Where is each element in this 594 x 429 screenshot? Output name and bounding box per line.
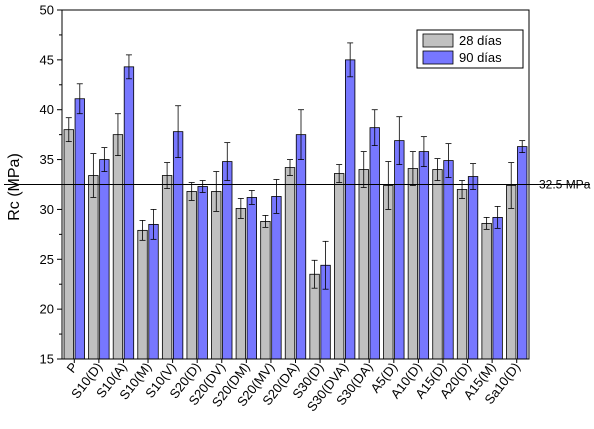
y-tick-label: 15 <box>40 352 54 367</box>
error-bar-90-d-as-a10-d <box>420 136 427 167</box>
y-tick-label: 20 <box>40 302 54 317</box>
y-tick-label: 50 <box>40 3 54 18</box>
bar-90-d-as-s20-da <box>295 134 307 360</box>
bar-28-d-as-s20-da <box>284 167 296 360</box>
bar-90-d-as-s20-dm <box>246 197 257 360</box>
bar-28-d-as-s10-v <box>161 175 173 360</box>
error-bar-28-d-as-sa10-d <box>508 162 515 209</box>
bar-28-d-as-s20-mv <box>260 220 271 360</box>
bar-28-d-as-s20-dv <box>211 191 222 360</box>
error-bar-90-d-as-s30-dva <box>347 42 354 78</box>
error-bar-28-d-as-s30-da <box>360 151 367 188</box>
bar-90-d-as-s20-mv <box>271 196 282 360</box>
error-bar-90-d-as-s10-v <box>175 105 182 158</box>
legend-label-28-dias: 28 días <box>459 33 502 48</box>
bar-28-d-as-s10-d <box>88 175 99 360</box>
bar-90-d-as-s20-d <box>197 186 208 360</box>
y-tick-label: 45 <box>40 52 54 67</box>
error-bar-90-d-as-a15-d <box>445 143 452 178</box>
y-tick-label: 35 <box>40 152 54 167</box>
error-bar-28-d-as-s30-dva <box>336 164 343 183</box>
bars-layer <box>63 59 528 360</box>
bar-90-d-as-s10-d <box>99 159 110 360</box>
bar-28-d-as-a15-m <box>481 222 492 360</box>
error-bar-90-d-as-s10-m <box>150 209 157 240</box>
error-bar-28-d-as-s20-da <box>287 159 293 176</box>
bar-90-d-as-s30-da <box>369 127 380 360</box>
error-bar-28-d-as-s20-d <box>188 182 195 201</box>
error-bar-28-d-as-p <box>65 117 72 143</box>
error-bar-90-d-as-p <box>76 83 83 115</box>
bar-90-d-as-s10-m <box>148 223 159 360</box>
error-bar-90-d-as-s20-d <box>199 180 206 193</box>
legend-swatch-28-dias <box>422 33 454 48</box>
bar-28-d-as-a15-d <box>432 169 443 360</box>
error-bars-layer <box>65 42 526 290</box>
y-tick-label: 40 <box>40 102 54 117</box>
legend: 28 días 90 días <box>416 29 524 69</box>
legend-label-90-dias: 90 días <box>459 50 502 65</box>
bar-28-d-as-s10-a <box>112 134 124 360</box>
bar-90-d-as-a20-d <box>467 176 479 360</box>
x-tick-label: P <box>63 360 80 376</box>
error-bar-28-d-as-s10-m <box>139 219 146 241</box>
error-bar-90-d-as-s10-a <box>125 54 132 80</box>
error-bar-28-d-as-a20-d <box>459 180 466 199</box>
bar-90-d-as-a10-d <box>418 151 430 360</box>
error-bar-28-d-as-a5-d <box>385 161 392 210</box>
error-bar-28-d-as-s20-mv <box>262 215 269 228</box>
x-axis: PS10(D)S10(A)S10(M)S10(V)S20(D)S20(DV)S2… <box>63 359 523 414</box>
error-bar-28-d-as-s30-d <box>311 259 318 289</box>
bar-90-d-as-s30-dva <box>345 59 356 360</box>
error-bar-90-d-as-a5-d <box>396 116 403 165</box>
error-bar-28-d-as-s10-d <box>90 153 97 198</box>
error-bar-90-d-as-s20-da <box>298 109 304 160</box>
bar-90-d-as-a15-d <box>443 160 454 360</box>
reference-line-label: 32.5 MPa <box>539 178 591 192</box>
bar-90-d-as-s10-a <box>123 66 135 360</box>
bar-28-d-as-a20-d <box>456 189 468 360</box>
bar-90-d-as-s20-dv <box>222 161 233 360</box>
error-bar-90-d-as-s30-da <box>371 109 378 147</box>
bar-28-d-as-a5-d <box>383 185 394 360</box>
bar-28-d-as-s30-dva <box>334 173 345 360</box>
error-bar-90-d-as-sa10-d <box>519 140 526 153</box>
error-bar-90-d-as-s20-dv <box>224 142 231 181</box>
error-bar-90-d-as-a15-m <box>494 206 501 229</box>
error-bar-90-d-as-s20-dm <box>248 190 255 205</box>
bar-90-d-as-p <box>74 98 85 360</box>
bar-28-d-as-a10-d <box>407 168 419 360</box>
error-bar-90-d-as-s10-d <box>101 147 108 172</box>
error-bar-28-d-as-s20-dv <box>213 171 220 212</box>
legend-swatch-90-dias <box>422 50 454 65</box>
error-bar-90-d-as-a20-d <box>470 163 477 190</box>
bar-28-d-as-s30-da <box>358 169 369 360</box>
error-bar-28-d-as-s20-dm <box>237 198 244 219</box>
y-tick-label: 30 <box>40 202 54 217</box>
error-bar-28-d-as-a15-d <box>434 158 441 181</box>
error-bar-28-d-as-s10-a <box>114 113 121 156</box>
bar-90-d-as-a5-d <box>394 140 405 360</box>
bar-90-d-as-s10-v <box>172 131 184 360</box>
bar-28-d-as-p <box>63 129 74 360</box>
error-bar-28-d-as-a10-d <box>409 151 416 186</box>
bar-28-d-as-s20-dm <box>235 208 246 360</box>
error-bar-90-d-as-s20-mv <box>273 179 280 214</box>
bar-28-d-as-sa10-d <box>506 185 517 360</box>
y-axis: 15 20 25 30 35 40 45 50 <box>40 3 62 367</box>
error-bar-28-d-as-a15-m <box>483 217 490 230</box>
bar-90-d-as-a15-m <box>492 217 503 360</box>
y-tick-label: 25 <box>40 252 54 267</box>
bar-28-d-as-s10-m <box>137 229 148 360</box>
error-bar-90-d-as-s30-d <box>322 240 329 290</box>
bar-90-d-as-sa10-d <box>517 146 528 360</box>
bar-28-d-as-s20-d <box>186 191 197 360</box>
y-axis-title: Rc (MPa) <box>6 153 23 221</box>
